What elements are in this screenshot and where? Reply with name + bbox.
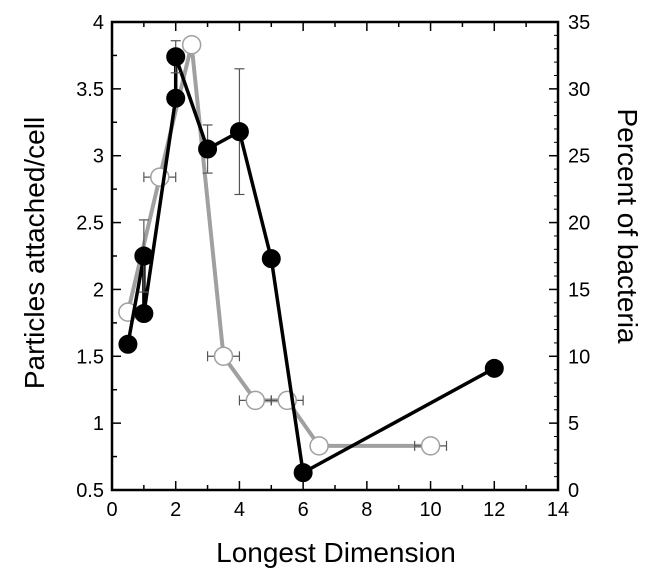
y-right-tick-label: 30 (568, 79, 590, 101)
y-right-tick-label: 20 (568, 213, 590, 235)
x-tick-label: 12 (483, 499, 505, 521)
y-right-tick-label: 5 (568, 413, 579, 435)
y-left-tick-label: 2.5 (76, 213, 104, 235)
x-axis-title: Longest Dimension (216, 537, 456, 568)
black-series-point (134, 246, 154, 266)
gray-series (118, 34, 448, 456)
x-axis-ticks: 0 2 4 6 8 10 12 14 (106, 22, 569, 521)
black-series-point (229, 122, 249, 142)
y-right-tick-label: 0 (568, 480, 579, 502)
y-left-tick-label: 3 (93, 146, 104, 168)
y-right-tick-label: 10 (568, 346, 590, 368)
x-tick-label: 4 (234, 499, 245, 521)
black-series-point (293, 463, 313, 483)
black-series-point (134, 303, 154, 323)
x-tick-label: 8 (361, 499, 372, 521)
y-left-tick-label: 0.5 (76, 480, 104, 502)
gray-series-point (420, 436, 441, 456)
black-series (118, 40, 504, 483)
x-tick-label: 14 (547, 499, 569, 521)
y-right-tick-label: 35 (568, 12, 590, 34)
y-right-axis-ticks: 0 5 10 15 20 25 30 35 (549, 12, 590, 502)
y-right-axis-title: Percent of bacteria (612, 108, 643, 343)
y-left-tick-label: 1 (93, 413, 104, 435)
y-left-tick-label: 1.5 (76, 346, 104, 368)
x-tick-label: 10 (419, 499, 441, 521)
x-tick-label: 6 (298, 499, 309, 521)
y-left-tick-label: 2 (93, 279, 104, 301)
gray-series-point (309, 436, 329, 456)
black-series-point (166, 88, 186, 108)
gray-series-point (213, 346, 234, 367)
black-series-point (484, 358, 504, 378)
black-series-line (126, 55, 496, 475)
x-tick-label: 0 (106, 499, 117, 521)
y-left-tick-label: 4 (93, 12, 104, 34)
black-series-point (261, 249, 281, 269)
y-right-tick-label: 25 (568, 146, 590, 168)
black-series-point (198, 139, 218, 159)
y-left-axis-ticks: 0.5 1 1.5 2 2.5 3 3.5 4 (76, 12, 121, 502)
y-left-axis-title: Particles attached/cell (19, 117, 50, 389)
gray-series-point (181, 34, 202, 55)
x-tick-label: 2 (170, 499, 181, 521)
y-right-tick-label: 15 (568, 279, 590, 301)
y-left-tick-label: 3.5 (76, 79, 104, 101)
gray-series-point (245, 390, 266, 411)
black-series-point (118, 334, 138, 354)
black-series-point (166, 47, 186, 67)
